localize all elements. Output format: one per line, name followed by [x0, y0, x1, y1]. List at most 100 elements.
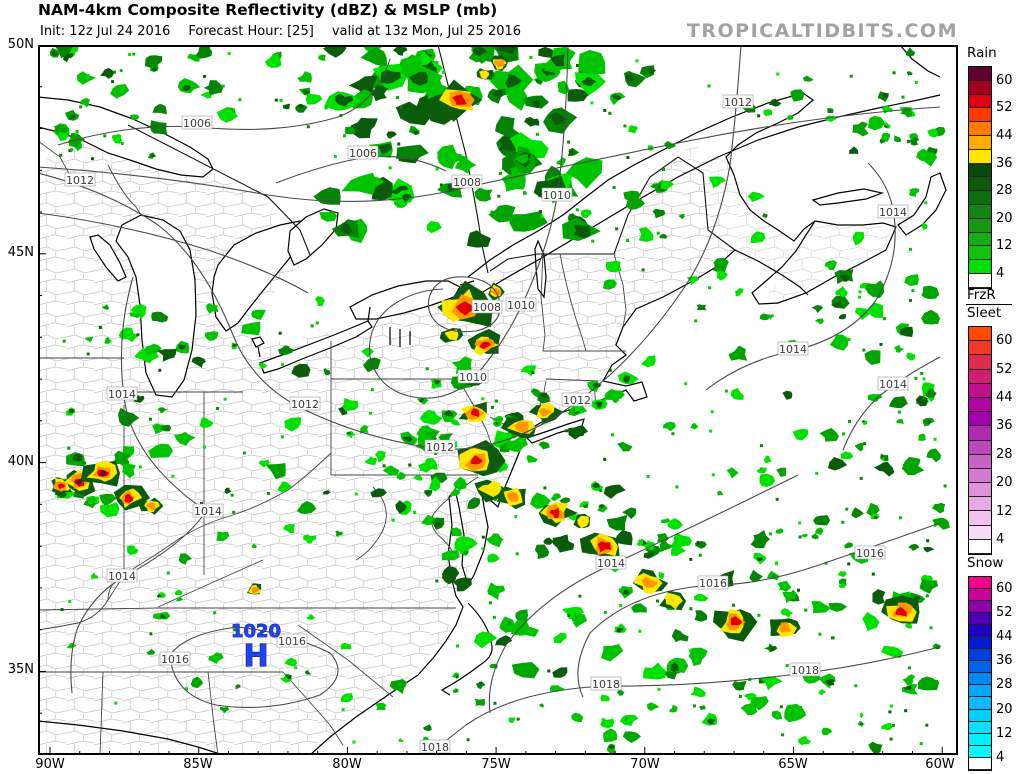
isobar-label: 1008 — [471, 299, 503, 314]
radar-echo — [305, 93, 323, 105]
radar-echo — [852, 121, 869, 137]
colorbar-cell — [969, 661, 991, 674]
radar-echo — [766, 314, 774, 320]
colorbar-cell — [969, 108, 991, 123]
radar-echo — [735, 287, 744, 297]
radar-echo — [868, 741, 883, 755]
radar-echo — [335, 530, 343, 537]
svg-text:1006: 1006 — [349, 147, 377, 160]
radar-echo — [264, 53, 282, 68]
radar-echo — [761, 676, 783, 691]
radar-echo — [375, 702, 387, 711]
radar-echo — [690, 686, 706, 698]
colorbar-cell — [969, 440, 991, 455]
national-border — [613, 156, 736, 255]
storm-cell-core — [452, 94, 467, 105]
radar-echo — [908, 543, 920, 551]
radar-echo — [600, 718, 614, 729]
radar-echo — [282, 103, 290, 110]
radar-echo — [342, 397, 359, 412]
page-title: NAM-4km Composite Reflectivity (dBZ) & M… — [38, 1, 498, 19]
colorbar-cell — [969, 625, 991, 638]
radar-echo — [566, 157, 603, 189]
radar-echo — [314, 296, 325, 307]
radar-echo — [284, 417, 302, 432]
radar-echo — [926, 448, 942, 463]
radar-echo — [838, 583, 847, 589]
colorbar-cell — [969, 483, 991, 498]
radar-echo — [764, 643, 778, 653]
storm-cell-core — [493, 59, 505, 68]
colorbar-scale — [968, 576, 992, 771]
radar-echo — [669, 705, 678, 713]
radar-echo — [757, 467, 767, 474]
radar-echo — [728, 345, 748, 361]
colorbar-title: Rain — [967, 45, 997, 61]
radar-echo — [492, 415, 504, 424]
radar-echo — [251, 543, 257, 549]
colorbar-cell — [969, 355, 991, 370]
radar-echo — [909, 136, 919, 146]
radar-echo — [102, 304, 109, 310]
radar-echo — [395, 101, 434, 126]
radar-echo — [658, 571, 665, 580]
state-border — [37, 452, 332, 631]
colorbar-value: 60 — [996, 333, 1013, 349]
radar-echo — [143, 343, 162, 355]
radar-echo — [552, 667, 568, 678]
radar-echo — [921, 285, 939, 300]
radar-echo — [771, 710, 782, 720]
lon-tick-label: 85W — [183, 757, 213, 772]
storm-cell-core — [98, 470, 107, 477]
radar-echo — [283, 524, 295, 534]
colorbar-rain: Rain 60 52 44 36 28 20 12 4 — [966, 45, 1024, 289]
radar-echo — [600, 644, 624, 662]
radar-echo — [174, 431, 196, 446]
radar-echo — [91, 572, 99, 580]
radar-echo — [191, 356, 206, 368]
radar-echo — [838, 578, 847, 586]
storm-cell-core — [664, 592, 683, 610]
colorbar-title: Sleet — [967, 305, 1002, 321]
radar-echo — [617, 441, 633, 452]
radar-echo — [824, 260, 838, 271]
radar-echo — [775, 528, 783, 534]
colorbar-cell — [969, 709, 991, 722]
lon-tick-label: 75W — [481, 757, 511, 772]
storm-cell-core — [641, 577, 658, 588]
map-area: 1006 1006 1008 1010 1012 1012 1008 1010 1010 1012… — [37, 37, 958, 756]
radar-echo — [364, 456, 377, 466]
colorbar-frzr-sleet: FrzR Sleet 60 52 44 36 28 20 12 4 — [966, 288, 1024, 555]
radar-echo — [304, 670, 311, 675]
radar-echo — [152, 103, 167, 115]
storm-cell-core — [730, 616, 743, 626]
radar-echo — [790, 89, 805, 102]
radar-echo — [828, 457, 848, 471]
radar-echo — [921, 309, 940, 325]
radar-echo — [539, 703, 544, 708]
radar-echo — [313, 187, 341, 205]
radar-echo — [258, 362, 268, 370]
radar-echo — [67, 133, 86, 148]
svg-text:1018: 1018 — [791, 664, 819, 677]
colorbar-value: 28 — [996, 677, 1013, 693]
radar-echo — [144, 55, 163, 69]
radar-echo — [889, 396, 908, 409]
radar-echo — [578, 49, 606, 75]
radar-echo — [552, 534, 575, 553]
colorbar-value: 28 — [996, 446, 1013, 462]
radar-echo — [827, 108, 834, 113]
national-border — [127, 124, 311, 256]
radar-echo — [437, 144, 469, 170]
radar-echo — [717, 490, 723, 496]
radar-echo — [429, 476, 441, 492]
radar-echo — [776, 467, 787, 477]
svg-text:1014: 1014 — [779, 343, 807, 356]
lake-outline — [89, 234, 127, 282]
coastline — [811, 188, 885, 206]
radar-echo — [340, 693, 353, 703]
radar-echo — [374, 450, 386, 463]
radar-echo — [694, 610, 708, 622]
radar-echo — [900, 107, 912, 118]
radar-echo — [852, 231, 864, 246]
